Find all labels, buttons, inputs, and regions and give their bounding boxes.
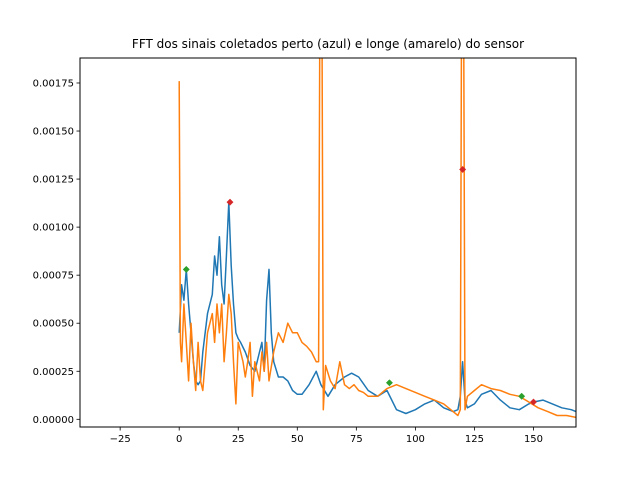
plot-frame <box>79 57 577 428</box>
x-tick-label: 150 <box>524 434 543 445</box>
y-tick-label: 0.00175 <box>33 78 74 89</box>
y-tick-label: 0.00050 <box>33 319 74 330</box>
y-tick-label: 0.00100 <box>33 223 74 234</box>
x-tick-label: 100 <box>406 434 425 445</box>
peak-marker-2 <box>529 398 538 406</box>
marker-layer <box>182 165 538 406</box>
peak-marker-4 <box>385 379 393 387</box>
y-tick-label: 0.00150 <box>33 127 74 138</box>
series-line-1 <box>178 58 576 419</box>
y-tick-label: 0.00125 <box>33 175 74 186</box>
x-tick-label: 75 <box>350 434 363 445</box>
y-tick-label: 0.00025 <box>33 367 74 378</box>
y-tick-label: 0.00075 <box>33 271 74 282</box>
y-axis: 0.00000 0.00025 0.00050 0.00075 0.00100 0.001… <box>33 78 80 426</box>
x-tick-label: 50 <box>291 434 304 445</box>
peak-marker-3 <box>182 265 190 273</box>
x-axis: −25 0 25 50 75 100 125 150 <box>110 427 543 445</box>
peak-marker-0 <box>226 198 234 206</box>
x-tick-label: −25 <box>110 434 131 445</box>
series-line-0 <box>178 201 576 415</box>
x-tick-label: 0 <box>176 434 182 445</box>
y-tick-label: 0.00000 <box>33 415 74 426</box>
chart-title: FFT dos sinais coletados perto (azul) e … <box>132 37 524 51</box>
x-tick-label: 25 <box>232 434 245 445</box>
peak-marker-1 <box>459 165 467 174</box>
peak-marker-5 <box>518 392 526 400</box>
x-tick-label: 125 <box>465 434 484 445</box>
series-layer <box>178 58 576 419</box>
